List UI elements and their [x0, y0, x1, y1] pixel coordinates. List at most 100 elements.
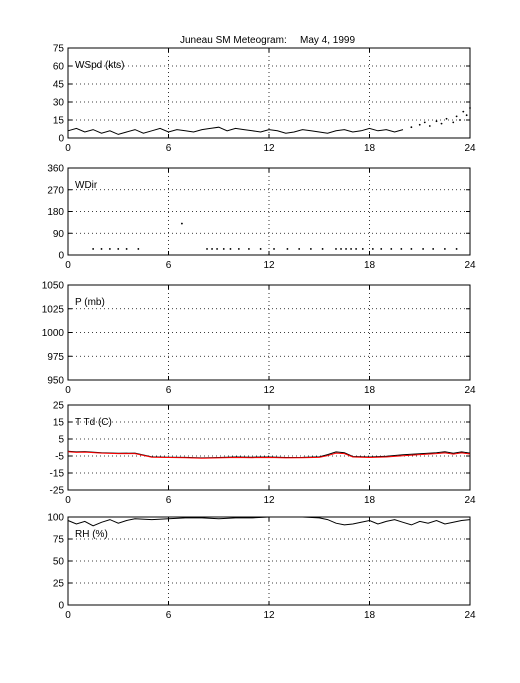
figure-title-date: May 4, 1999	[300, 35, 355, 46]
data-point	[273, 248, 275, 250]
data-point	[222, 248, 225, 250]
panel-label: P (mb)	[75, 297, 105, 308]
panel-label: WDir	[75, 180, 98, 191]
data-point	[428, 125, 431, 127]
y-tick-label: 25	[53, 579, 65, 590]
data-point	[259, 248, 262, 250]
x-tick-label: 6	[166, 495, 172, 506]
y-tick-label: 60	[53, 62, 65, 73]
panel-0: 0 6 12 18 24 0 15 30 45 60 75 WSpd (kts)	[53, 44, 476, 155]
panel-3: 0 6 12 18 24 -25 -15 -5 5 15 25 T Td (C)	[50, 401, 476, 507]
x-tick-label: 18	[364, 385, 376, 396]
plot-frame	[67, 404, 471, 491]
y-tick-label: -5	[55, 452, 64, 463]
y-tick-label: 1000	[42, 328, 65, 339]
x-tick-label: 24	[464, 385, 476, 396]
data-point	[462, 110, 465, 113]
series-line-1	[67, 451, 471, 459]
series-line-0	[67, 516, 471, 527]
x-tick-label: 24	[464, 143, 476, 154]
data-point	[432, 248, 435, 250]
y-tick-label: 1050	[42, 281, 65, 292]
x-tick-label: 18	[364, 260, 376, 271]
data-point	[455, 115, 458, 118]
data-point	[181, 222, 183, 225]
y-tick-label: 0	[58, 134, 64, 145]
data-point	[92, 248, 95, 250]
y-tick-label: 180	[47, 207, 64, 218]
data-point	[309, 248, 312, 250]
data-point	[298, 248, 301, 250]
data-point	[400, 248, 403, 250]
data-point	[229, 248, 232, 250]
x-tick-label: 0	[65, 143, 71, 154]
data-point	[459, 119, 461, 121]
data-point	[206, 248, 208, 250]
data-point	[443, 248, 446, 250]
panel-label: WSpd (kts)	[75, 60, 124, 71]
data-point	[445, 117, 448, 120]
data-point	[137, 248, 140, 250]
y-tick-label: 0	[58, 601, 64, 612]
data-point	[211, 248, 213, 250]
x-tick-label: 12	[263, 610, 275, 621]
data-point	[350, 248, 352, 250]
x-tick-label: 6	[166, 385, 172, 396]
y-tick-label: 360	[47, 164, 64, 175]
x-tick-label: 18	[364, 610, 376, 621]
y-tick-label: 30	[53, 98, 65, 109]
y-tick-label: 5	[58, 435, 64, 446]
panel-label: T Td (C)	[75, 417, 112, 428]
y-tick-label: 50	[53, 557, 65, 568]
data-point	[410, 248, 413, 250]
data-point	[418, 123, 421, 126]
data-point	[108, 248, 111, 250]
data-point	[248, 248, 250, 250]
data-point	[465, 114, 468, 117]
y-tick-label: 90	[53, 229, 65, 240]
data-point	[237, 248, 240, 250]
x-tick-label: 0	[65, 260, 71, 271]
y-tick-label: 1025	[42, 304, 65, 315]
x-tick-label: 12	[263, 260, 275, 271]
y-tick-label: -25	[50, 486, 65, 497]
x-tick-label: 24	[464, 495, 476, 506]
y-tick-label: 15	[53, 418, 65, 429]
data-point	[117, 248, 120, 250]
data-point	[410, 126, 413, 129]
plot-frame	[67, 167, 471, 256]
y-tick-label: 15	[53, 116, 65, 127]
data-point	[335, 248, 337, 250]
y-tick-label: 975	[47, 352, 64, 363]
y-tick-label: 100	[47, 513, 64, 524]
y-tick-label: 0	[58, 251, 64, 262]
x-tick-label: 6	[166, 143, 172, 154]
data-point	[286, 248, 289, 250]
x-tick-label: 18	[364, 495, 376, 506]
data-point	[321, 248, 324, 250]
panel-label: RH (%)	[75, 529, 108, 540]
data-point	[361, 248, 364, 250]
data-point	[340, 248, 342, 250]
data-point	[100, 248, 103, 250]
data-point	[452, 121, 455, 124]
y-tick-label: 270	[47, 185, 64, 196]
data-point	[355, 248, 357, 250]
x-tick-label: 24	[464, 610, 476, 621]
x-tick-label: 18	[364, 143, 376, 154]
x-tick-label: 0	[65, 385, 71, 396]
panel-1: 0 6 12 18 24 0 90 180 270 360 WDir	[47, 164, 476, 272]
x-tick-label: 12	[263, 143, 275, 154]
x-tick-label: 24	[464, 260, 476, 271]
y-tick-label: 950	[47, 376, 64, 387]
panel-2: 0 6 12 18 24 950 975 1000 1025 1050 P (mb)	[42, 281, 476, 397]
x-tick-label: 0	[65, 610, 71, 621]
data-point	[380, 248, 383, 250]
data-point	[440, 122, 443, 125]
data-point	[423, 121, 426, 124]
data-point	[390, 248, 393, 250]
x-tick-label: 6	[166, 260, 172, 271]
data-point	[422, 248, 424, 250]
y-tick-label: -15	[50, 469, 65, 480]
